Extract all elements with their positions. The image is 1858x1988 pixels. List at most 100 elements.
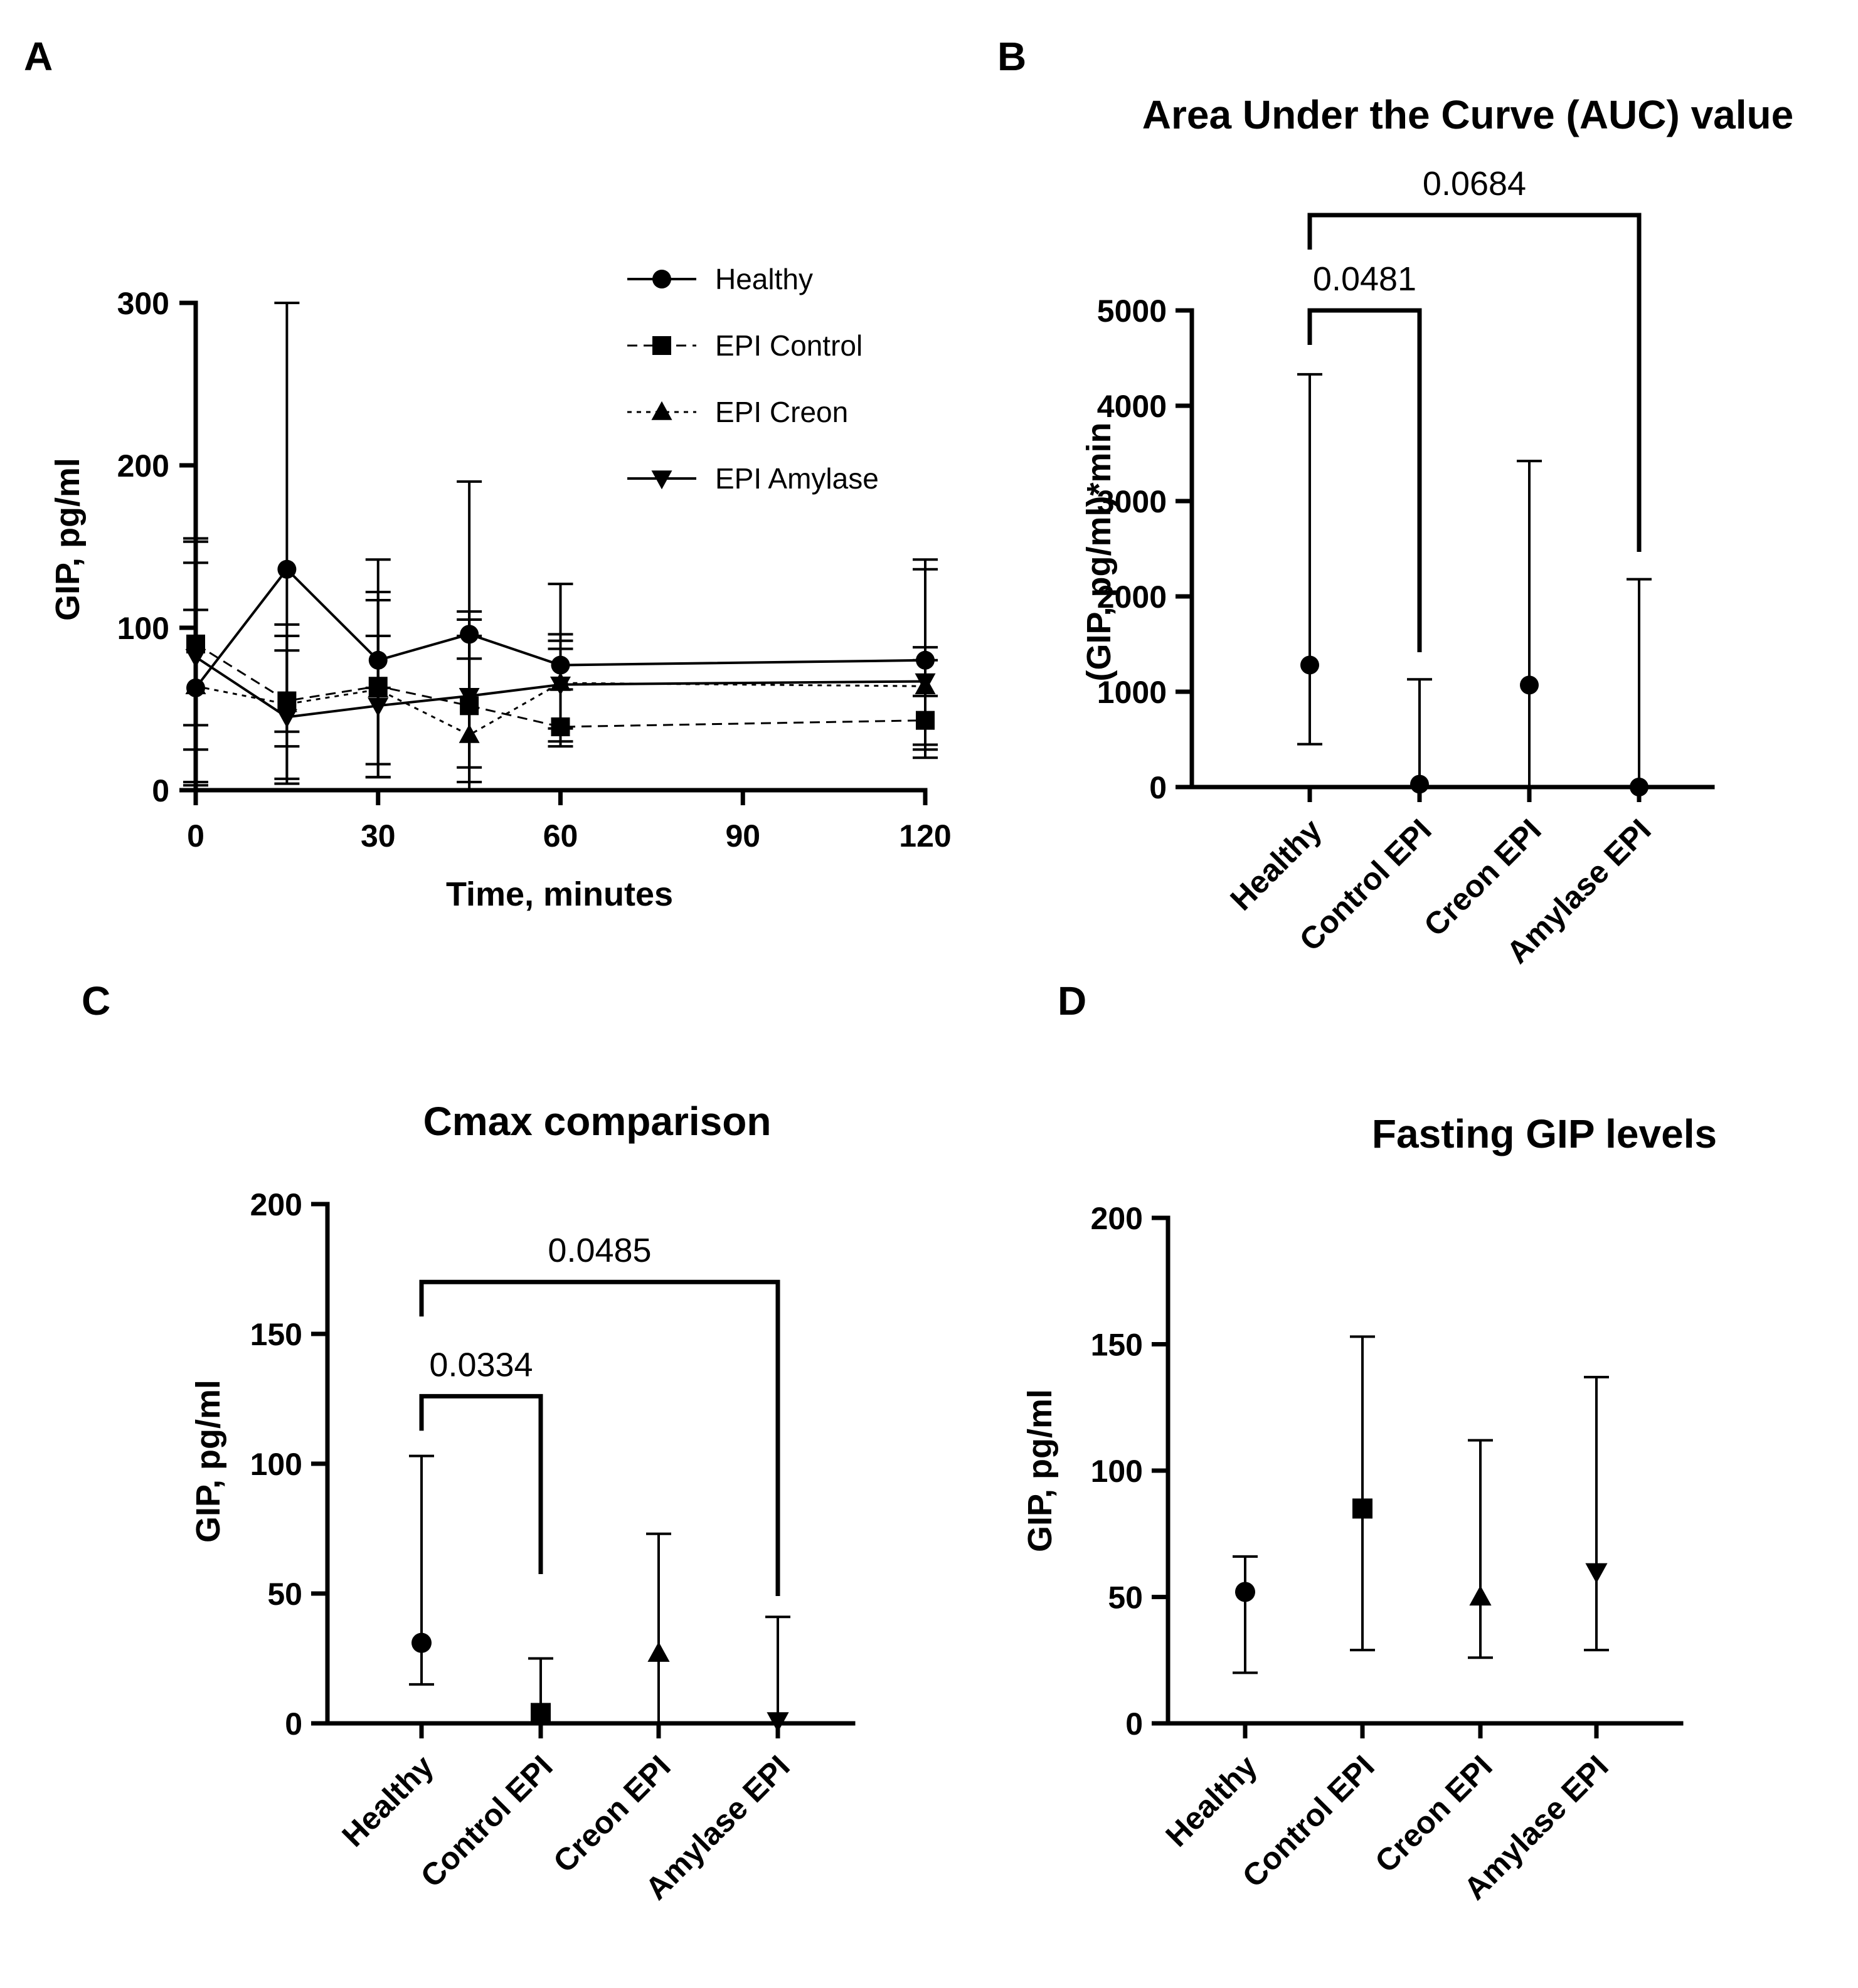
y-tick-label: 50 (1108, 1580, 1143, 1615)
series-epi-amylase (183, 561, 938, 785)
y-tick-label: 0 (1125, 1706, 1143, 1742)
significance-bracket (419, 1279, 780, 1596)
x-tick-label: Healthy (1159, 1748, 1263, 1853)
data-point (1410, 775, 1429, 794)
legend-label: EPI Creon (715, 396, 848, 428)
data-point (185, 648, 206, 668)
plot-a: 0 100 200 300 0 30 60 90 120 Healthy EPI Control EP… (117, 263, 952, 854)
data-point (276, 709, 297, 728)
x-axis-title-a: Time, minutes (446, 875, 673, 913)
data-point (1235, 1582, 1255, 1602)
error-bar (646, 1532, 671, 1723)
legend-marker (651, 401, 672, 420)
legend-item: EPI Creon (627, 396, 848, 428)
legend-label: EPI Amylase (715, 462, 879, 495)
error-bar (913, 568, 938, 751)
legend-item: EPI Control (627, 329, 863, 362)
data-point (647, 1641, 670, 1662)
data-point (1352, 1498, 1372, 1519)
error-bar (1517, 460, 1542, 787)
data-point (915, 673, 936, 692)
y-tick-label-a: 0 (152, 773, 169, 808)
x-tick-label: Healthy (335, 1748, 440, 1853)
x-tick-label-a: 120 (899, 818, 951, 854)
significance-bracket (1307, 213, 1642, 552)
y-tick-label: 4000 (1097, 389, 1167, 424)
data-point (411, 1632, 432, 1653)
x-tick-label: Creon EPI (546, 1748, 677, 1880)
y-tick-label: 2000 (1097, 579, 1167, 615)
y-tick-label: 100 (250, 1447, 302, 1482)
x-tick-label-a: 0 (187, 818, 204, 854)
axes (1189, 308, 1715, 790)
error-bar (1350, 1335, 1375, 1652)
y-tick-label: 3000 (1097, 484, 1167, 519)
y-tick-label-a: 100 (117, 611, 169, 646)
y-tick-label: 0 (285, 1706, 302, 1742)
y-tick-label: 200 (250, 1187, 302, 1222)
title-c: Cmax comparison (423, 1099, 772, 1144)
panel-letter-a: A (24, 34, 53, 79)
error-bar (183, 561, 208, 784)
significance-label: 0.0684 (1423, 165, 1526, 203)
x-tick-label-a: 30 (361, 818, 396, 854)
error-bar (1407, 678, 1432, 787)
legend-item: Healthy (627, 263, 813, 295)
x-tick-label-a: 90 (725, 818, 760, 854)
legend-item: EPI Amylase (627, 462, 879, 495)
y-tick-label: 5000 (1097, 293, 1167, 329)
data-point (550, 676, 571, 695)
y-tick-label: 1000 (1097, 675, 1167, 710)
error-bar (1233, 1555, 1258, 1674)
y-tick-label: 150 (1091, 1328, 1143, 1363)
data-point (1585, 1563, 1608, 1584)
y-tick-label: 200 (1091, 1201, 1143, 1236)
legend-marker (652, 270, 671, 288)
x-tick-label-a: 60 (543, 818, 578, 854)
panel-letter-b: B (997, 34, 1026, 79)
significance-bracket (419, 1393, 543, 1574)
error-bar (457, 634, 482, 784)
data-point (1520, 675, 1539, 695)
data-point (767, 1712, 789, 1733)
y-axis-title-a: GIP, pg/ml (49, 458, 87, 621)
error-bar (1297, 373, 1322, 746)
panel-letter-d: D (1058, 978, 1086, 1023)
data-point (1469, 1585, 1492, 1606)
data-point (531, 1703, 551, 1723)
error-bar (1468, 1439, 1493, 1659)
data-point (368, 697, 389, 717)
data-point (1630, 778, 1648, 796)
panel-letter-c: C (82, 978, 110, 1023)
significance-bracket (1307, 308, 1422, 652)
legend-marker (652, 336, 671, 355)
data-point (459, 688, 480, 707)
error-bar (765, 1615, 790, 1723)
significance-label: 0.0485 (548, 1232, 651, 1269)
title-d: Fasting GIP levels (1372, 1111, 1717, 1156)
y-axis-title-c: GIP, pg/ml (189, 1380, 227, 1543)
series-line (194, 567, 926, 689)
y-tick-label-a: 200 (117, 448, 169, 484)
y-tick-label: 50 (267, 1577, 302, 1612)
data-point (1300, 655, 1319, 675)
y-axis-title-b: (GIP, pg/ml)*min (1080, 422, 1118, 681)
significance-label: 0.0481 (1313, 260, 1416, 298)
y-tick-label: 100 (1091, 1454, 1143, 1489)
series-line (195, 643, 926, 728)
y-tick-label: 0 (1149, 770, 1167, 805)
title-b: Area Under the Curve (AUC) value (1142, 92, 1793, 137)
significance-label: 0.0334 (429, 1346, 533, 1383)
y-tick-label: 150 (250, 1317, 302, 1352)
legend-marker (651, 470, 672, 490)
y-tick-label-a: 300 (117, 286, 169, 321)
legend-label: EPI Control (715, 329, 863, 362)
x-tick-label: Healthy (1223, 812, 1328, 917)
y-axis-title-d: GIP, pg/ml (1021, 1389, 1059, 1552)
data-point (277, 559, 297, 579)
series-line (194, 655, 926, 719)
